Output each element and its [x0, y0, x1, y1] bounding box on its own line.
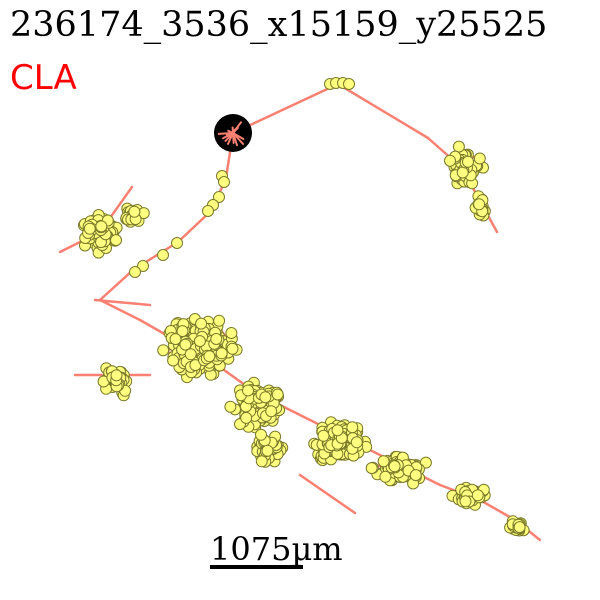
neurite-node	[128, 205, 141, 218]
neurite-node	[202, 205, 214, 217]
neurite-node	[240, 411, 253, 424]
neurite-node	[255, 428, 267, 441]
neurite-node	[456, 166, 469, 179]
neurite-node	[471, 489, 484, 502]
neurite-node	[473, 152, 486, 165]
neurite-segment	[298, 473, 357, 515]
neurite-node	[157, 249, 169, 261]
neurite-node	[213, 314, 226, 327]
neurite-node	[215, 347, 228, 360]
neurite-node	[226, 342, 239, 355]
neurite-node	[179, 338, 192, 351]
neurite-node	[317, 429, 330, 442]
neurite-node	[167, 354, 180, 367]
neurite-node	[129, 266, 141, 278]
neurite-segment	[93, 298, 152, 307]
brain-region-label: CLA	[10, 58, 77, 98]
neurite-node	[261, 444, 274, 457]
neurite-node	[379, 470, 392, 483]
neurite-node	[409, 469, 422, 482]
neurite-node	[83, 222, 96, 235]
neurite-node	[110, 234, 122, 247]
soma-branches	[217, 121, 245, 147]
neurite-node	[137, 260, 149, 272]
scale-bar	[210, 565, 303, 569]
neurite-node	[255, 455, 268, 468]
neurite-node	[195, 317, 208, 330]
neurite-segment	[98, 268, 135, 302]
neurite-node	[218, 176, 230, 188]
neurite-node	[224, 400, 237, 413]
neurite-node	[377, 455, 390, 468]
neurite-node	[210, 333, 223, 345]
neurite-node	[346, 421, 359, 434]
neurite-node	[459, 495, 472, 508]
neurite-segment	[222, 132, 234, 140]
neurite-node	[171, 237, 183, 249]
neurite-node	[265, 405, 278, 418]
neurite-node	[271, 388, 284, 401]
neurite-segment	[98, 298, 142, 322]
neurite-node	[184, 348, 197, 361]
neurite-node	[213, 191, 225, 203]
neurite-node	[350, 436, 363, 449]
neurite-node	[365, 462, 378, 475]
neurite-segment	[336, 82, 430, 140]
neurite-node	[193, 335, 206, 348]
neurite-node	[331, 424, 344, 437]
neurite-node	[388, 460, 401, 473]
neurite-segment	[278, 403, 322, 427]
neurite-node	[462, 155, 474, 168]
neurite-node	[95, 220, 108, 233]
neurite-node	[169, 333, 182, 346]
neurite-node	[110, 369, 123, 382]
neurite-segment	[232, 132, 245, 145]
neurite-node	[259, 391, 272, 404]
scale-bar-label: 1075µm	[210, 530, 343, 568]
neurite-node	[176, 325, 189, 338]
neurite-node	[513, 521, 526, 534]
neuron-id-title: 236174_3536_x15159_y25525	[10, 5, 548, 45]
neurite-node	[203, 350, 216, 363]
neurite-node	[452, 140, 465, 153]
neurite-segment	[231, 82, 340, 135]
neurite-nodes	[78, 77, 530, 537]
neurite-node	[157, 344, 170, 357]
neurite-node	[242, 384, 254, 397]
neurite-node	[444, 154, 456, 167]
neurite-node	[225, 327, 238, 339]
neurite-node	[343, 78, 355, 90]
neurite-node	[473, 198, 486, 211]
neurite-segment	[232, 132, 235, 144]
